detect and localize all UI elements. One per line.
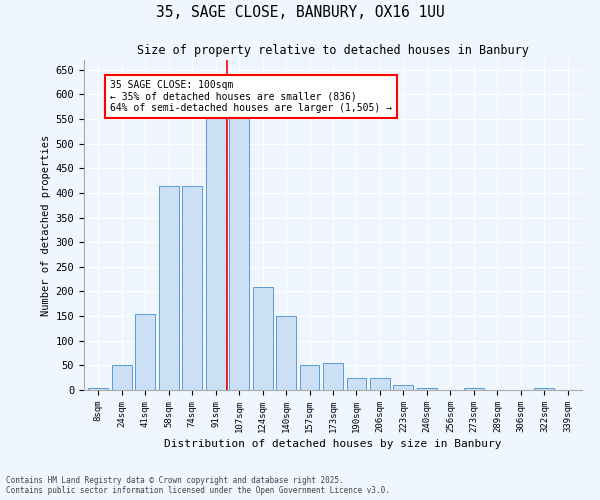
Bar [323, 363, 343, 390]
Bar [347, 378, 367, 390]
Bar [253, 286, 272, 390]
Bar [417, 388, 437, 390]
Title: Size of property relative to detached houses in Banbury: Size of property relative to detached ho… [137, 44, 529, 58]
Bar [276, 316, 296, 390]
Bar [394, 385, 413, 390]
Text: Contains HM Land Registry data © Crown copyright and database right 2025.
Contai: Contains HM Land Registry data © Crown c… [6, 476, 390, 495]
Bar [464, 388, 484, 390]
Bar [158, 186, 179, 390]
Bar [88, 388, 108, 390]
Bar [206, 90, 226, 390]
Bar [229, 104, 249, 390]
Bar [299, 366, 319, 390]
Y-axis label: Number of detached properties: Number of detached properties [41, 134, 52, 316]
Bar [370, 378, 390, 390]
Text: 35, SAGE CLOSE, BANBURY, OX16 1UU: 35, SAGE CLOSE, BANBURY, OX16 1UU [155, 5, 445, 20]
Bar [535, 388, 554, 390]
Bar [135, 314, 155, 390]
Text: 35 SAGE CLOSE: 100sqm
← 35% of detached houses are smaller (836)
64% of semi-det: 35 SAGE CLOSE: 100sqm ← 35% of detached … [110, 80, 392, 113]
X-axis label: Distribution of detached houses by size in Banbury: Distribution of detached houses by size … [164, 439, 502, 449]
Bar [112, 366, 131, 390]
Bar [182, 186, 202, 390]
